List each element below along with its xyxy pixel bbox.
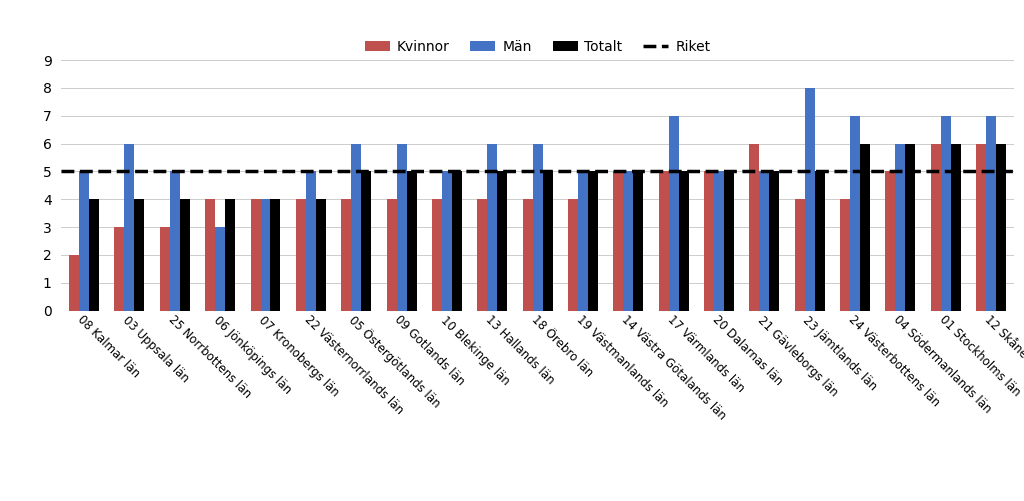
Bar (931, 144, 941, 311)
Bar (396, 144, 407, 311)
Bar (895, 144, 905, 311)
Bar (714, 171, 724, 311)
Bar (215, 227, 225, 311)
Bar (442, 171, 452, 311)
Bar (905, 144, 915, 311)
Bar (795, 199, 805, 311)
Bar (260, 199, 270, 311)
Bar (296, 199, 306, 311)
Bar (996, 144, 1006, 311)
Bar (633, 171, 643, 311)
Bar (724, 171, 734, 311)
Bar (270, 199, 281, 311)
Bar (669, 116, 679, 311)
Bar (624, 171, 633, 311)
Bar (950, 144, 961, 311)
Bar (613, 171, 624, 311)
Bar (850, 116, 860, 311)
Bar (658, 171, 669, 311)
Bar (205, 199, 215, 311)
Bar (251, 199, 260, 311)
Bar (769, 171, 779, 311)
Bar (160, 227, 170, 311)
Bar (543, 171, 553, 311)
Bar (805, 88, 815, 311)
Bar (361, 171, 371, 311)
Bar (886, 171, 895, 311)
Bar (225, 199, 236, 311)
Bar (976, 144, 986, 311)
Bar (341, 199, 351, 311)
Bar (432, 199, 442, 311)
Bar (522, 199, 532, 311)
Bar (407, 171, 417, 311)
Bar (351, 144, 361, 311)
Bar (750, 144, 760, 311)
Bar (840, 199, 850, 311)
Bar (532, 144, 543, 311)
Bar (170, 171, 180, 311)
Bar (452, 171, 462, 311)
Bar (387, 199, 396, 311)
Bar (588, 171, 598, 311)
Bar (578, 171, 588, 311)
Bar (705, 171, 714, 311)
Bar (115, 227, 125, 311)
Bar (815, 171, 824, 311)
Bar (125, 144, 134, 311)
Bar (180, 199, 189, 311)
Bar (134, 199, 144, 311)
Bar (568, 199, 578, 311)
Bar (487, 144, 498, 311)
Bar (79, 171, 89, 311)
Bar (679, 171, 688, 311)
Bar (986, 116, 996, 311)
Bar (306, 171, 315, 311)
Bar (941, 116, 950, 311)
Bar (477, 199, 487, 311)
Bar (498, 171, 507, 311)
Bar (860, 144, 870, 311)
Bar (89, 199, 99, 311)
Bar (315, 199, 326, 311)
Bar (760, 171, 769, 311)
Bar (70, 255, 79, 311)
Legend: Kvinnor, Män, Totalt, Riket: Kvinnor, Män, Totalt, Riket (359, 35, 716, 60)
